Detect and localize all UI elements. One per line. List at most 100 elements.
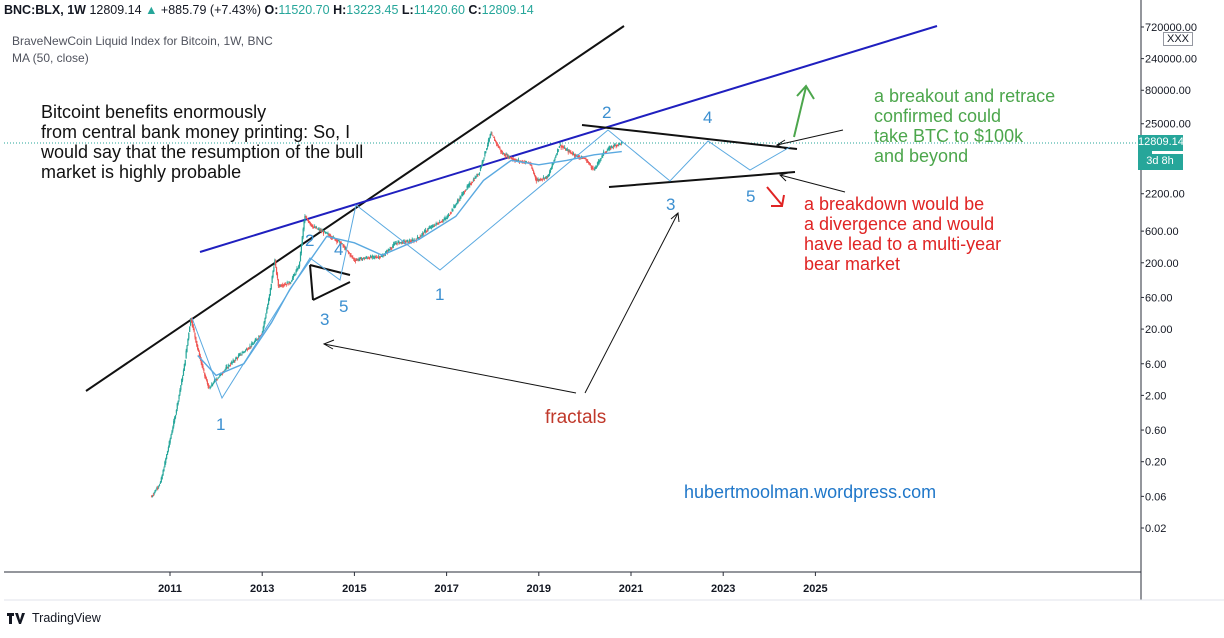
candle-body <box>596 166 598 168</box>
candle-body <box>538 179 540 181</box>
candle-body <box>539 178 541 180</box>
candle-body <box>228 365 231 367</box>
candle-body <box>298 265 300 269</box>
candle-body <box>461 193 463 197</box>
candle-body <box>184 359 186 366</box>
candle-body <box>614 144 616 146</box>
candle-body <box>272 271 274 278</box>
candle-body <box>572 153 575 155</box>
last-price-tag-label: 12809.14 <box>1138 136 1184 148</box>
candle-body <box>276 273 279 279</box>
small-triangle-left[interactable] <box>309 264 314 301</box>
candle-body <box>381 255 383 257</box>
candle-body <box>489 134 491 139</box>
price-axis[interactable]: 720000.00240000.0080000.0025000.00700022… <box>1141 22 1197 535</box>
candle-body <box>171 431 173 435</box>
price-tick-label: 600.00 <box>1145 226 1179 238</box>
wave-label: 1 <box>435 285 444 304</box>
candle-body <box>406 240 408 242</box>
candle-body <box>219 374 221 377</box>
breakout-annotation: a breakout and retrace confirmed could t… <box>874 86 1056 166</box>
candle-body <box>604 152 607 154</box>
triangle-upper-line[interactable] <box>581 124 798 150</box>
candle-body <box>544 177 546 179</box>
candle-body <box>475 177 477 179</box>
time-axis[interactable]: 2011 2013 2015 2017 2019 2021 2023 2025 <box>158 572 828 595</box>
candle-body <box>372 255 374 258</box>
candle-body <box>565 149 568 151</box>
candle-body <box>287 283 289 285</box>
candle-body <box>155 490 157 492</box>
chart-title[interactable]: BraveNewCoin Liquid Index for Bitcoin, 1… <box>12 34 273 48</box>
candle-body <box>395 242 397 244</box>
wave-label: 3 <box>666 195 675 214</box>
candle-body <box>337 240 339 242</box>
candle-body <box>424 230 426 233</box>
candle-body <box>609 146 611 149</box>
wave-label: 5 <box>746 187 755 206</box>
candle-body <box>294 274 296 276</box>
countdown-label: 3d 8h <box>1146 155 1174 167</box>
candle-body <box>314 227 317 229</box>
high-label: H: <box>333 3 347 17</box>
candle-body <box>297 269 299 271</box>
candle-body <box>409 241 412 243</box>
candle-body <box>434 224 436 226</box>
triangle-lower-line[interactable] <box>608 171 796 188</box>
candle-body <box>397 241 399 243</box>
close-value: 12809.14 <box>481 3 534 17</box>
blue-trendline[interactable] <box>199 25 938 253</box>
indicator-label[interactable]: MA (50, close) <box>12 51 89 65</box>
candle-body <box>319 229 321 231</box>
candle-body <box>555 155 557 158</box>
candle-body <box>484 151 486 156</box>
candle-body <box>215 379 217 381</box>
scale-button[interactable]: XXX <box>1163 32 1194 46</box>
candle-body <box>435 222 437 225</box>
candle-body <box>243 351 245 353</box>
candle-body <box>334 238 336 241</box>
candle-body <box>501 151 503 153</box>
price-tick-label: 80000.00 <box>1145 85 1191 97</box>
candle-body <box>358 259 360 261</box>
candle-body <box>193 328 195 333</box>
candle-body <box>603 151 605 155</box>
candle-body <box>307 220 310 223</box>
candle-body <box>158 486 160 488</box>
candle-body <box>213 383 215 385</box>
candle-body <box>157 487 159 489</box>
candle-body <box>487 139 490 145</box>
candle-body <box>554 158 556 160</box>
candle-body <box>469 182 471 186</box>
candle-body <box>572 153 574 155</box>
candle-body <box>568 150 570 152</box>
candle-body <box>335 239 337 241</box>
candle-body <box>338 240 341 242</box>
candle-body <box>180 385 182 390</box>
candle-body <box>277 279 279 287</box>
tradingview-branding[interactable]: TradingView <box>6 611 101 625</box>
candle-body <box>181 376 184 381</box>
last-price-tag <box>1138 135 1183 151</box>
candle-body <box>606 150 608 152</box>
candle-body <box>612 146 615 148</box>
candle-body <box>251 343 253 346</box>
candle-body <box>608 147 610 150</box>
symbol[interactable]: BNC:BLX, 1W <box>4 3 86 17</box>
candle-body <box>281 285 283 287</box>
candle-body <box>377 256 379 258</box>
small-triangle-upper[interactable] <box>309 264 351 276</box>
candle-body <box>509 156 511 158</box>
candle-body <box>258 336 260 338</box>
candle-body <box>270 283 272 290</box>
time-tick-label: 2019 <box>527 583 551 595</box>
candle-body <box>541 178 544 180</box>
small-triangle-lower[interactable] <box>312 281 351 301</box>
candle-body <box>282 284 284 287</box>
candle-body <box>378 256 381 259</box>
candle-body <box>150 496 153 498</box>
candle-body <box>322 230 324 232</box>
candle-body <box>441 220 443 222</box>
candle-body <box>379 256 381 258</box>
